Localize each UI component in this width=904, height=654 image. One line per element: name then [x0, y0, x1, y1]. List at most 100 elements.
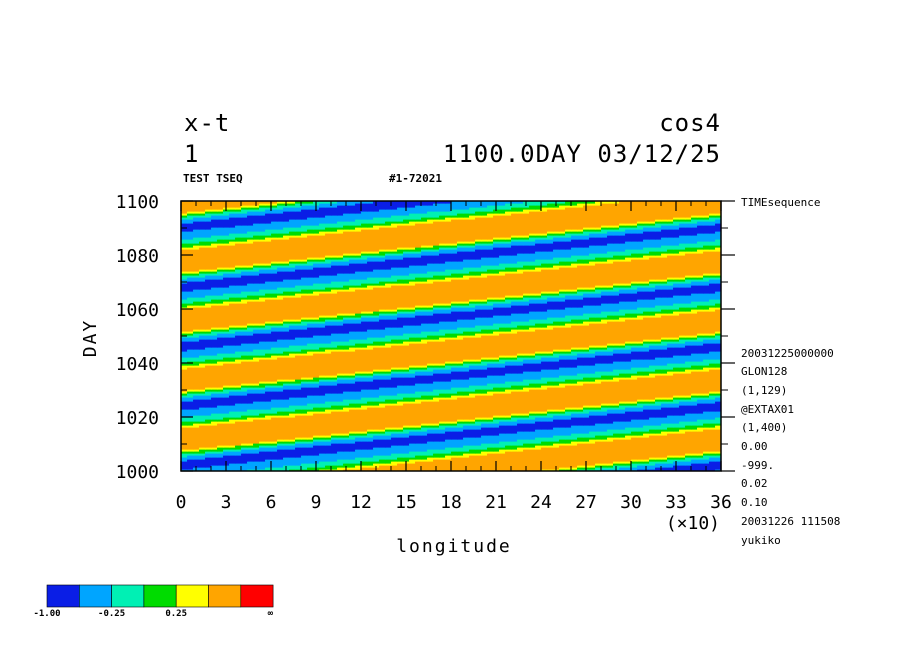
heatmap-cell [433, 365, 440, 368]
heatmap-cell [205, 367, 212, 370]
heatmap-cell [589, 403, 596, 406]
heatmap-cell [643, 457, 650, 460]
heatmap-cell [559, 469, 566, 471]
heatmap-cell [289, 413, 296, 416]
heatmap-cell [265, 447, 272, 450]
heatmap-cell [457, 431, 464, 434]
heatmap-cell [505, 423, 512, 426]
heatmap-cell [505, 421, 512, 424]
heatmap-cell [541, 457, 548, 460]
heatmap-cell [355, 457, 362, 460]
heatmap-cell [715, 379, 721, 382]
heatmap-cell [667, 441, 674, 444]
heatmap-cell [613, 443, 620, 446]
heatmap-cell [187, 365, 194, 368]
heatmap-cell [505, 373, 512, 376]
heatmap-cell [181, 461, 188, 464]
heatmap-cell [625, 369, 632, 372]
heatmap-cell [643, 381, 650, 384]
heatmap-cell [433, 409, 440, 412]
heatmap-cell [595, 461, 602, 464]
heatmap-cell [619, 389, 626, 392]
heatmap-cell [577, 421, 584, 424]
heatmap-cell [493, 459, 500, 462]
heatmap-cell [481, 363, 488, 366]
heatmap-cell [517, 365, 524, 368]
heatmap-cell [469, 419, 476, 422]
heatmap-cell [343, 405, 350, 408]
heatmap-cell [403, 451, 410, 454]
heatmap-cell [559, 401, 566, 404]
heatmap-cell [499, 435, 506, 438]
heatmap-cell [391, 427, 398, 430]
heatmap-cell [259, 419, 266, 422]
heatmap-cell [211, 469, 218, 471]
heatmap-cell [649, 467, 656, 470]
heatmap-cell [187, 401, 194, 404]
heatmap-cell [679, 401, 686, 404]
heatmap-cell [205, 389, 212, 392]
heatmap-cell [355, 397, 362, 400]
heatmap-cell [685, 467, 692, 470]
heatmap-cell [277, 451, 284, 454]
heatmap-cell [229, 367, 236, 370]
heatmap-cell [535, 455, 542, 458]
heatmap-cell [325, 453, 332, 456]
heatmap-cell [595, 449, 602, 452]
heatmap-cell [253, 415, 260, 418]
heatmap-cell [559, 409, 566, 412]
heatmap-cell [619, 417, 626, 420]
heatmap-cell [301, 467, 308, 470]
heatmap-cell [595, 393, 602, 396]
heatmap-cell [301, 419, 308, 422]
heatmap-cell [211, 361, 218, 364]
heatmap-cell [235, 425, 242, 428]
heatmap-cell [313, 457, 320, 460]
heatmap-cell [205, 441, 212, 444]
heatmap-cell [331, 393, 338, 396]
heatmap-cell [325, 399, 332, 402]
heatmap-cell [481, 399, 488, 402]
heatmap-cell [673, 373, 680, 376]
heatmap-cell [463, 399, 470, 402]
heatmap-cell [415, 433, 422, 436]
heatmap-cell [709, 419, 716, 422]
heatmap-cell [673, 437, 680, 440]
heatmap-cell [397, 425, 404, 428]
heatmap-cell [229, 437, 236, 440]
heatmap-cell [253, 439, 260, 442]
heatmap-cell [301, 429, 308, 432]
heatmap-cell [301, 461, 308, 464]
heatmap-cell [205, 395, 212, 398]
heatmap-cell [469, 415, 476, 418]
heatmap-cell [463, 431, 470, 434]
heatmap-cell [439, 469, 446, 471]
heatmap-cell [607, 417, 614, 420]
heatmap-cell [595, 463, 602, 466]
heatmap-cell [445, 361, 452, 364]
heatmap-cell [685, 395, 692, 398]
heatmap-cell [373, 425, 380, 428]
heatmap-cell [223, 455, 230, 458]
heatmap-cell [643, 363, 650, 366]
heatmap-cell [643, 441, 650, 444]
heatmap-cell [271, 359, 278, 362]
heatmap-cell [661, 365, 668, 368]
heatmap-cell [223, 433, 230, 436]
heatmap-cell [643, 395, 650, 398]
heatmap-cell [403, 387, 410, 390]
heatmap-cell [691, 411, 698, 414]
heatmap-cell [499, 389, 506, 392]
heatmap-cell [697, 367, 704, 370]
heatmap-cell [421, 465, 428, 468]
heatmap-cell [487, 383, 494, 386]
heatmap-cell [613, 411, 620, 414]
heatmap-cell [181, 423, 188, 426]
heatmap-cell [469, 401, 476, 404]
heatmap-cell [547, 447, 554, 450]
heatmap-cell [409, 461, 416, 464]
heatmap-cell [481, 437, 488, 440]
heatmap-cell [205, 457, 212, 460]
heatmap-cell [649, 375, 656, 378]
heatmap-cell [601, 417, 608, 420]
